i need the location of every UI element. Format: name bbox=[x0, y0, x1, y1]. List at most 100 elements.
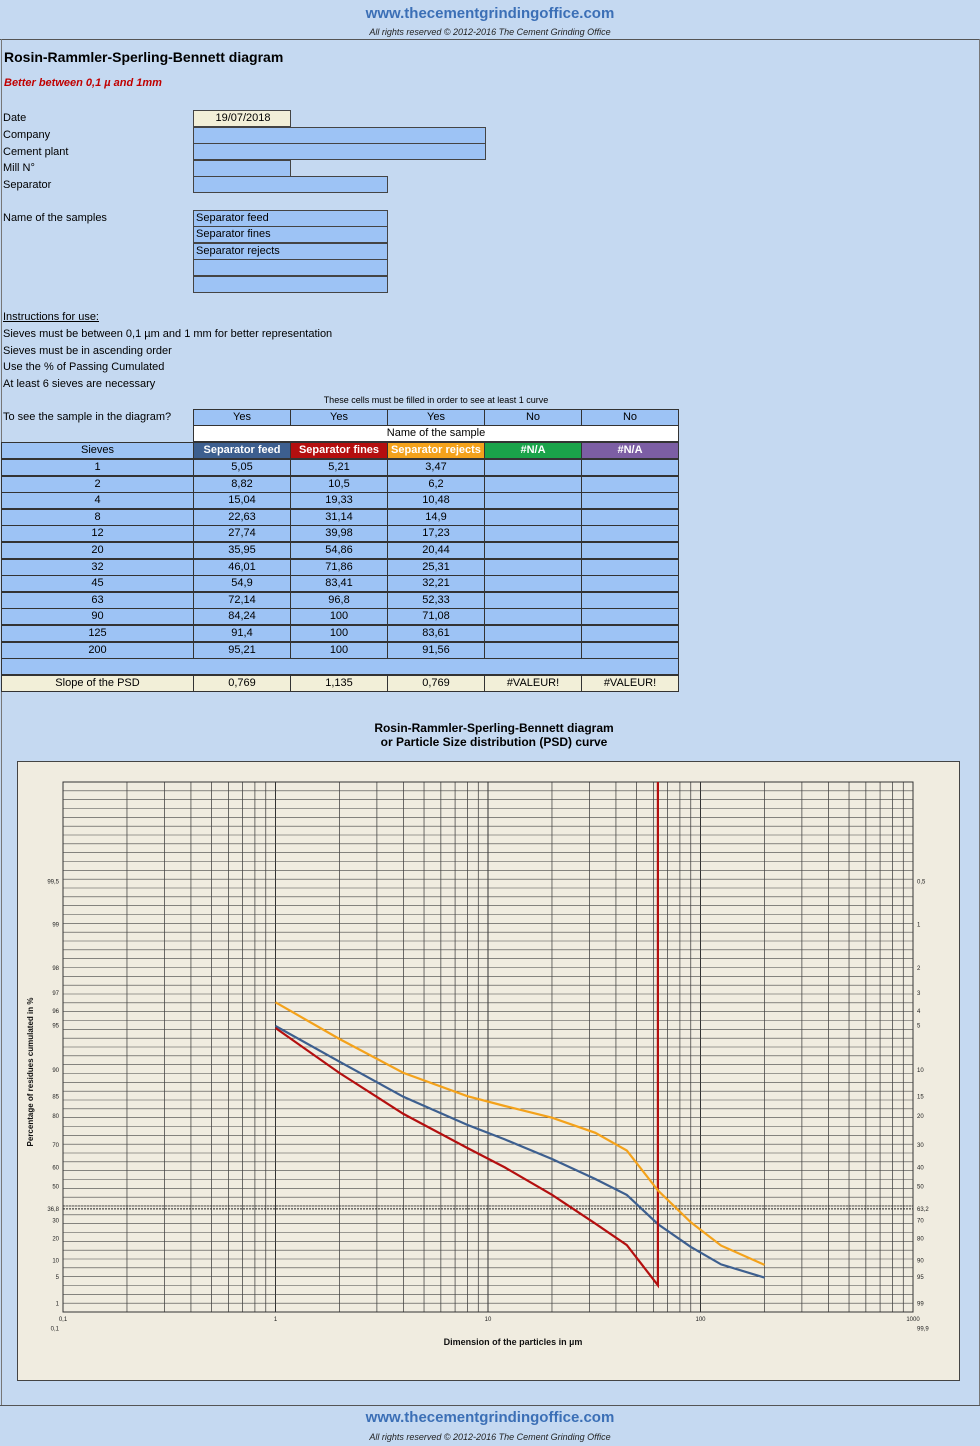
passing-value-cell[interactable]: 83,41 bbox=[290, 575, 388, 593]
passing-value-cell[interactable] bbox=[581, 475, 679, 493]
see-toggle-cell[interactable]: Yes bbox=[387, 409, 485, 426]
passing-value-cell[interactable] bbox=[484, 591, 582, 609]
passing-value-cell[interactable]: 52,33 bbox=[387, 591, 485, 609]
passing-value-cell[interactable] bbox=[484, 608, 582, 626]
separator-field[interactable] bbox=[193, 176, 388, 193]
passing-value-cell[interactable]: 3,47 bbox=[387, 459, 485, 476]
passing-value-cell[interactable]: 54,9 bbox=[193, 575, 291, 593]
left-tick-label: 90 bbox=[52, 1068, 59, 1074]
right-tick-label: 99 bbox=[917, 1301, 924, 1307]
passing-value-cell[interactable]: 5,05 bbox=[193, 459, 291, 476]
sieve-size-cell[interactable]: 90 bbox=[1, 608, 194, 626]
sieve-size-cell[interactable]: 20 bbox=[1, 542, 194, 559]
passing-value-cell[interactable]: 100 bbox=[290, 608, 388, 626]
sieve-size-cell[interactable]: 200 bbox=[1, 641, 194, 659]
passing-value-cell[interactable] bbox=[484, 525, 582, 543]
sample-name-field[interactable] bbox=[193, 259, 388, 276]
passing-value-cell[interactable] bbox=[581, 542, 679, 559]
y-axis-label: Percentage of residues cumulated in % bbox=[26, 998, 35, 1147]
passing-value-cell[interactable]: 27,74 bbox=[193, 525, 291, 543]
sieve-size-cell[interactable]: 1 bbox=[1, 459, 194, 476]
right-tick-label: 1 bbox=[917, 923, 921, 929]
sieve-size-cell[interactable]: 32 bbox=[1, 558, 194, 576]
slope-value-cell: 1,135 bbox=[290, 675, 388, 692]
passing-value-cell[interactable] bbox=[581, 525, 679, 543]
passing-value-cell[interactable] bbox=[484, 625, 582, 642]
sample-name-field[interactable]: Separator fines bbox=[193, 226, 388, 243]
passing-value-cell[interactable]: 72,14 bbox=[193, 591, 291, 609]
passing-value-cell[interactable]: 17,23 bbox=[387, 525, 485, 543]
passing-value-cell[interactable]: 91,56 bbox=[387, 641, 485, 659]
passing-value-cell[interactable]: 8,82 bbox=[193, 475, 291, 493]
passing-value-cell[interactable] bbox=[581, 625, 679, 642]
sieve-size-cell[interactable]: 2 bbox=[1, 475, 194, 493]
passing-value-cell[interactable]: 54,86 bbox=[290, 542, 388, 559]
passing-value-cell[interactable]: 84,24 bbox=[193, 608, 291, 626]
passing-value-cell[interactable]: 6,2 bbox=[387, 475, 485, 493]
sample-name-field[interactable] bbox=[193, 276, 388, 293]
passing-value-cell[interactable]: 19,33 bbox=[290, 492, 388, 510]
passing-value-cell[interactable]: 100 bbox=[290, 641, 388, 659]
sieve-size-cell[interactable]: 12 bbox=[1, 525, 194, 543]
passing-value-cell[interactable]: 31,14 bbox=[290, 508, 388, 526]
footer-site-link[interactable]: www.thecementgrindingoffice.com bbox=[365, 1409, 615, 1426]
see-toggle-cell[interactable]: No bbox=[484, 409, 582, 426]
sieve-size-cell[interactable]: 125 bbox=[1, 625, 194, 642]
site-link[interactable]: www.thecementgrindingoffice.com bbox=[365, 5, 615, 22]
see-toggle-cell[interactable]: No bbox=[581, 409, 679, 426]
passing-value-cell[interactable]: 10,5 bbox=[290, 475, 388, 493]
passing-value-cell[interactable]: 39,98 bbox=[290, 525, 388, 543]
passing-value-cell[interactable] bbox=[581, 608, 679, 626]
company-field[interactable] bbox=[193, 127, 486, 144]
sieve-size-cell[interactable]: 4 bbox=[1, 492, 194, 510]
passing-value-cell[interactable]: 83,61 bbox=[387, 625, 485, 642]
passing-value-cell[interactable]: 14,9 bbox=[387, 508, 485, 526]
passing-value-cell[interactable] bbox=[484, 508, 582, 526]
passing-value-cell[interactable] bbox=[484, 542, 582, 559]
passing-value-cell[interactable] bbox=[581, 558, 679, 576]
passing-value-cell[interactable]: 20,44 bbox=[387, 542, 485, 559]
passing-value-cell[interactable] bbox=[581, 591, 679, 609]
passing-value-cell[interactable]: 10,48 bbox=[387, 492, 485, 510]
right-tick-label: 80 bbox=[917, 1236, 924, 1242]
mill-field[interactable] bbox=[193, 160, 291, 177]
passing-value-cell[interactable]: 91,4 bbox=[193, 625, 291, 642]
passing-value-cell[interactable]: 100 bbox=[290, 625, 388, 642]
passing-value-cell[interactable] bbox=[581, 575, 679, 593]
passing-value-cell[interactable] bbox=[484, 575, 582, 593]
passing-value-cell[interactable]: 25,31 bbox=[387, 558, 485, 576]
passing-value-cell[interactable]: 15,04 bbox=[193, 492, 291, 510]
sample-name-field[interactable]: Separator feed bbox=[193, 210, 388, 227]
see-toggle-cell[interactable]: Yes bbox=[193, 409, 291, 426]
passing-value-cell[interactable]: 71,86 bbox=[290, 558, 388, 576]
sample-name-field[interactable]: Separator rejects bbox=[193, 243, 388, 260]
passing-value-cell[interactable]: 32,21 bbox=[387, 575, 485, 593]
passing-value-cell[interactable] bbox=[484, 641, 582, 659]
see-toggle-cell[interactable]: Yes bbox=[290, 409, 388, 426]
passing-value-cell[interactable]: 46,01 bbox=[193, 558, 291, 576]
passing-value-cell[interactable] bbox=[484, 475, 582, 493]
date-label: Date bbox=[3, 112, 27, 124]
passing-value-cell[interactable] bbox=[484, 459, 582, 476]
left-tick-label: 20 bbox=[52, 1236, 59, 1242]
passing-value-cell[interactable] bbox=[581, 508, 679, 526]
passing-value-cell[interactable]: 22,63 bbox=[193, 508, 291, 526]
left-tick-label: 60 bbox=[52, 1165, 59, 1171]
passing-value-cell[interactable]: 71,08 bbox=[387, 608, 485, 626]
passing-value-cell[interactable]: 95,21 bbox=[193, 641, 291, 659]
passing-value-cell[interactable] bbox=[581, 459, 679, 476]
passing-value-cell[interactable] bbox=[581, 492, 679, 510]
passing-value-cell[interactable] bbox=[484, 558, 582, 576]
passing-value-cell[interactable] bbox=[581, 641, 679, 659]
sieve-size-cell[interactable]: 45 bbox=[1, 575, 194, 593]
series-line-separator-feed bbox=[274, 1025, 765, 1279]
sieve-size-cell[interactable]: 63 bbox=[1, 591, 194, 609]
sieve-size-cell[interactable]: 8 bbox=[1, 508, 194, 526]
passing-value-cell[interactable] bbox=[484, 492, 582, 510]
date-field[interactable]: 19/07/2018 bbox=[193, 110, 291, 127]
passing-value-cell[interactable]: 96,8 bbox=[290, 591, 388, 609]
passing-value-cell[interactable]: 5,21 bbox=[290, 459, 388, 476]
chart-area: 0,1 1 5 10 20 30 36,8 50 60 70 80 85 90 95 96 97 98 99 99,… bbox=[17, 761, 960, 1381]
plant-field[interactable] bbox=[193, 143, 486, 160]
passing-value-cell[interactable]: 35,95 bbox=[193, 542, 291, 559]
